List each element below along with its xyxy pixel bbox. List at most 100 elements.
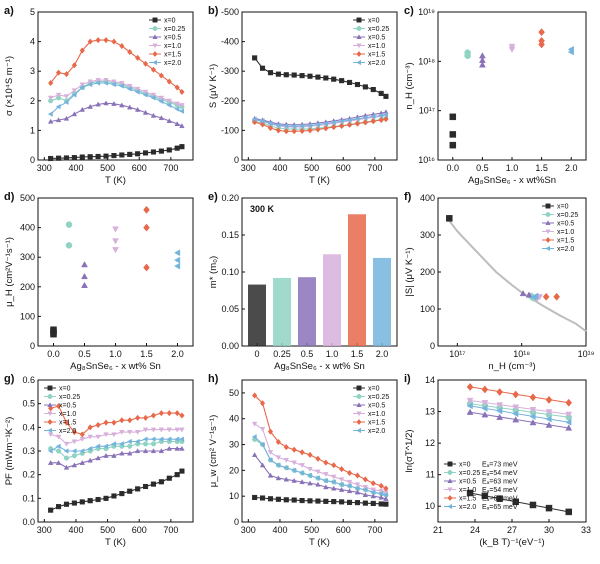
data-point — [119, 491, 125, 497]
legend-item-x-2-0: x=2.0 — [149, 59, 181, 67]
data-point — [143, 483, 149, 490]
data-point — [95, 496, 101, 503]
x-tick-label: 1.0 — [326, 349, 339, 359]
model-curve — [446, 217, 587, 333]
data-point — [553, 292, 561, 301]
data-point — [315, 121, 321, 128]
plot-frame — [37, 197, 194, 347]
data-point — [567, 48, 574, 56]
legend-marker — [447, 494, 453, 502]
y-axis-label: m* (m₀) — [208, 256, 219, 288]
legend-label: x=0 — [459, 462, 471, 469]
data-point — [267, 450, 274, 456]
data-point — [87, 154, 93, 160]
x-tick-label: 500 — [304, 525, 319, 535]
data-point — [315, 481, 321, 487]
data-point — [291, 467, 297, 474]
data-point — [119, 102, 125, 108]
legend-marker — [152, 17, 158, 23]
data-point — [119, 83, 124, 89]
legend-activation-energy: Eₐ=62 meV — [482, 496, 518, 503]
x-tick-label: 1.5 — [351, 349, 364, 359]
data-point — [135, 54, 141, 62]
data-point — [142, 60, 149, 67]
legend-activation-energy: Eₐ=63 meV — [482, 479, 518, 486]
series-x-0 — [446, 215, 453, 222]
data-point — [142, 436, 148, 442]
data-point — [538, 40, 545, 49]
data-point — [446, 215, 453, 222]
x-tick-label: 0.5 — [78, 349, 91, 359]
legend-item-x-0: x=0 — [149, 18, 176, 25]
data-point — [174, 445, 180, 451]
y-tick-label: 0.20 — [221, 193, 239, 203]
data-point — [370, 489, 376, 496]
data-point — [95, 455, 101, 461]
legend-label: x=0.25 — [459, 470, 480, 477]
legend-item-x-1-0: x=1.0 — [149, 43, 181, 50]
data-point — [315, 475, 321, 481]
data-point — [331, 462, 337, 469]
legend-marker — [545, 212, 551, 217]
series-x-0 — [466, 489, 572, 516]
data-point — [323, 472, 329, 478]
data-point — [87, 103, 93, 109]
series-x-0-25 — [65, 221, 73, 249]
plot-frame — [37, 379, 194, 523]
data-point — [166, 118, 173, 124]
data-point — [143, 223, 150, 232]
x-tick-label: 300 — [37, 525, 52, 535]
data-point — [346, 479, 353, 485]
data-point — [48, 405, 54, 412]
x-tick-label: 30 — [544, 525, 554, 535]
data-point — [565, 411, 573, 418]
legend-label: x=0.25 — [368, 394, 389, 401]
data-point — [79, 431, 85, 438]
legend-item-x-0-5: x=0.5 — [353, 402, 385, 410]
series-x-0 — [449, 113, 457, 149]
series-x-2-0 — [466, 402, 572, 426]
series-x-1-0 — [508, 43, 516, 53]
data-point — [545, 415, 552, 423]
legend-label: x=0 — [164, 18, 176, 25]
legend-activation-energy: Eₐ=54 meV — [482, 470, 518, 477]
y-tick-label: 400 — [420, 193, 435, 203]
x-tick-label: 0.5 — [301, 349, 314, 359]
x-tick-label: 21 — [433, 525, 443, 535]
data-point — [299, 463, 305, 469]
data-point — [370, 113, 376, 120]
data-point — [512, 498, 519, 506]
y-tick-label: 0.5 — [22, 399, 35, 409]
data-point — [179, 468, 185, 474]
data-point — [259, 400, 266, 407]
series-line — [50, 470, 183, 511]
data-point — [63, 419, 70, 426]
data-point — [103, 153, 109, 159]
data-point — [79, 106, 86, 112]
data-point — [47, 448, 53, 454]
y-tick-label: 0.1 — [22, 493, 35, 503]
panel-g: g) 300 400 500 600 700 0.0 0.1 0.2 0.3 0.4 0.5 0.6 T … — [4, 373, 194, 548]
y-tick-label: 0.00 — [221, 341, 239, 351]
data-point — [267, 496, 274, 502]
legend-label: x=2.0 — [368, 60, 385, 67]
legend-item-x-1-5: x=1.5 — [353, 418, 385, 427]
legend-label: x=1.0 — [557, 229, 574, 236]
legend-marker — [152, 26, 158, 31]
data-point — [323, 125, 329, 132]
data-point — [63, 501, 70, 507]
data-point — [362, 485, 369, 490]
data-point — [354, 500, 361, 506]
data-point — [135, 414, 141, 422]
data-point — [143, 441, 149, 447]
data-point — [464, 52, 471, 59]
data-point — [378, 490, 384, 497]
bar-0-25 — [273, 277, 291, 346]
legend-marker — [356, 43, 362, 49]
data-point — [299, 73, 305, 79]
x-tick-label: 600 — [336, 163, 351, 173]
data-point — [79, 460, 86, 465]
legend-label: x=0 — [557, 204, 569, 211]
data-point — [283, 465, 289, 471]
legend-item-x-2-0: x=2.0 Eₐ=65 meV — [444, 503, 518, 511]
